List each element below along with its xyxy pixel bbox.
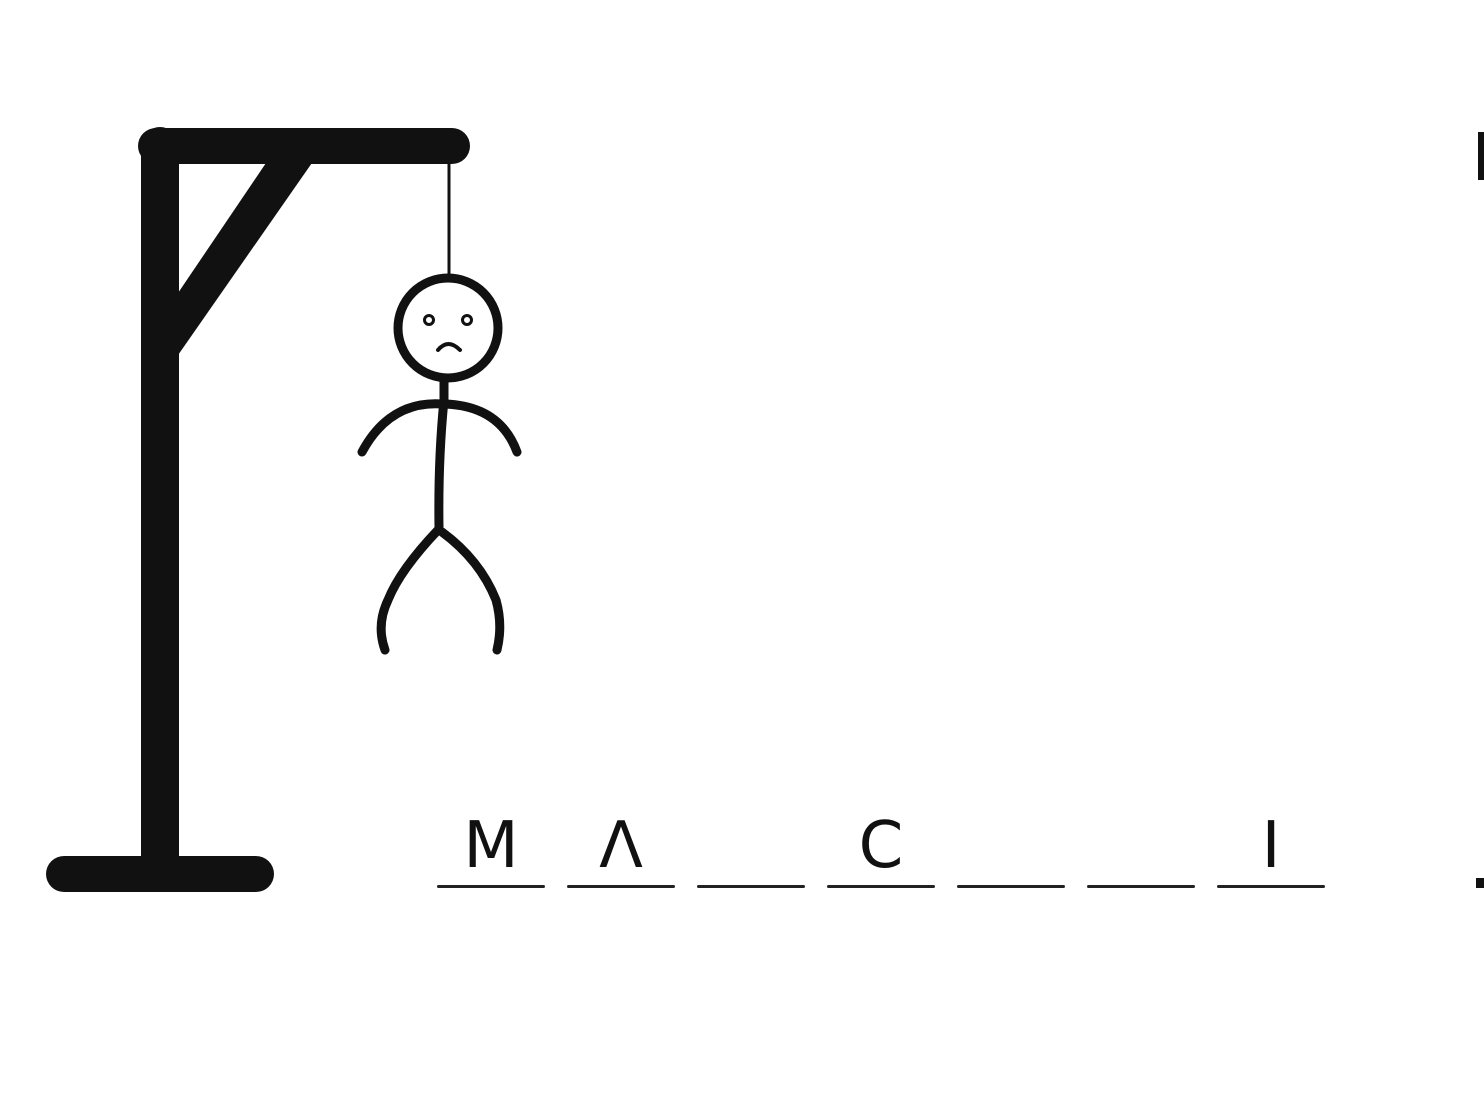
- figure-head: [393, 273, 503, 383]
- left-eye: [423, 314, 435, 326]
- letter-slot: I: [1217, 810, 1325, 894]
- letter-slot: [1087, 810, 1195, 894]
- revealed-letter: [697, 810, 805, 882]
- figure-right-arm: [440, 399, 522, 457]
- letter-slot: C: [827, 810, 935, 894]
- word-slots: M Λ C I: [437, 810, 1325, 894]
- gallows-brace: [176, 160, 314, 358]
- stick-figure-icon: [357, 273, 522, 655]
- figure-left-arm: [357, 399, 448, 457]
- letter-slot: [697, 810, 805, 894]
- slot-underline: [567, 885, 675, 888]
- letter-slot: Λ: [567, 810, 675, 894]
- revealed-letter: I: [1261, 809, 1281, 883]
- slot-underline: [437, 885, 545, 888]
- slot-underline: [957, 885, 1065, 888]
- slot-underline: [1087, 885, 1195, 888]
- gallows-icon: [46, 127, 470, 892]
- revealed-letter: Λ: [599, 809, 643, 883]
- revealed-letter: [1087, 810, 1195, 882]
- revealed-letter: C: [858, 809, 904, 883]
- figure-right-leg: [437, 527, 505, 655]
- right-eye: [461, 314, 473, 326]
- revealed-letter: M: [463, 809, 519, 883]
- letter-slot: M: [437, 810, 545, 894]
- edge-artifact: [1478, 132, 1484, 180]
- slot-underline: [827, 885, 935, 888]
- slot-underline: [1217, 885, 1325, 888]
- sad-face-icon: [423, 314, 473, 352]
- slot-underline: [697, 885, 805, 888]
- letter-slot: [957, 810, 1065, 894]
- frown: [436, 342, 462, 352]
- figure-left-leg: [376, 525, 443, 655]
- edge-artifact: [1476, 878, 1484, 888]
- revealed-letter: [957, 810, 1065, 882]
